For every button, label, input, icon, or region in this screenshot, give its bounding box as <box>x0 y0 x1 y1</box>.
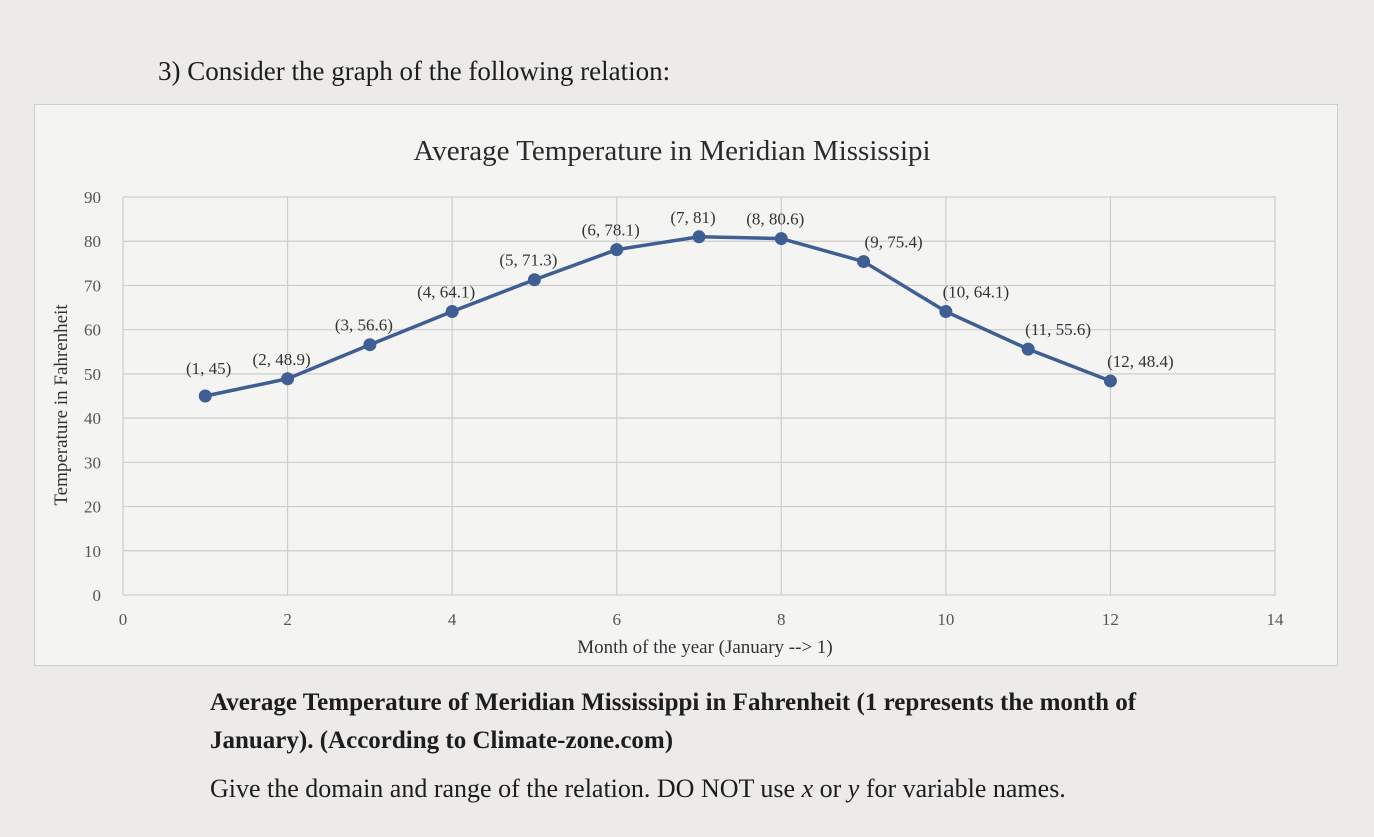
y-tick-label: 70 <box>84 276 101 295</box>
data-points <box>198 230 1117 403</box>
data-point <box>692 230 706 244</box>
data-point <box>857 255 871 269</box>
x-tick-label: 12 <box>1102 610 1119 629</box>
x-tick-label: 10 <box>937 610 954 629</box>
x-tick-label: 6 <box>612 610 621 629</box>
y-tick-label: 30 <box>84 453 101 472</box>
y-tick-label: 40 <box>84 409 101 428</box>
data-point <box>198 389 212 403</box>
temperature-chart: Average Temperature in Meridian Mississi… <box>51 135 1284 658</box>
chart-caption: Average Temperature of Meridian Mississi… <box>210 684 1270 760</box>
data-point <box>774 232 788 246</box>
y-tick-label: 60 <box>84 321 101 340</box>
data-point <box>281 372 295 386</box>
series-line <box>204 235 1112 398</box>
y-tick-label: 0 <box>93 586 102 605</box>
x-axis-ticks: 0 2 4 6 8 10 12 14 <box>119 610 1284 629</box>
data-label: (9, 75.4) <box>865 233 923 252</box>
x-tick-label: 4 <box>448 610 457 629</box>
instruction-variable-y: y <box>847 774 860 803</box>
y-axis-label: Temperature in Fahrenheit <box>51 304 72 506</box>
chart-title: Average Temperature in Meridian Mississi… <box>413 135 930 167</box>
data-label: (7, 81) <box>670 208 715 227</box>
chart-frame: Average Temperature in Meridian Mississi… <box>34 104 1338 666</box>
x-tick-label: 2 <box>283 610 292 629</box>
y-axis-ticks: 0 10 20 30 40 50 60 70 80 90 <box>84 188 101 605</box>
instruction-text: Give the domain and range of the relatio… <box>210 774 1066 804</box>
question-heading: 3) Consider the graph of the following r… <box>158 56 670 87</box>
y-tick-label: 10 <box>84 542 101 561</box>
data-label: (6, 78.1) <box>582 221 640 240</box>
instruction-variable-x: x <box>801 774 814 803</box>
data-point <box>1021 342 1035 356</box>
y-tick-label: 90 <box>84 188 101 207</box>
x-tick-label: 8 <box>777 610 786 629</box>
instruction-part-3: for variable names. <box>859 774 1066 803</box>
data-point <box>527 273 541 287</box>
data-point <box>363 338 377 352</box>
question-number: 3) <box>158 56 181 86</box>
data-point <box>610 243 624 257</box>
data-label: (3, 56.6) <box>335 316 393 335</box>
data-point <box>445 305 459 319</box>
x-tick-label: 0 <box>119 610 128 629</box>
data-label: (12, 48.4) <box>1107 352 1174 371</box>
instruction-part-2: or <box>813 774 848 803</box>
data-label: (11, 55.6) <box>1025 320 1091 339</box>
data-label: (1, 45) <box>186 359 231 378</box>
data-label: (5, 71.3) <box>499 251 557 270</box>
y-tick-label: 80 <box>84 232 101 251</box>
chart-grid <box>122 196 1276 596</box>
data-point <box>939 305 953 319</box>
data-label: (8, 80.6) <box>746 210 804 229</box>
instruction-part-1: Give the domain and range of the relatio… <box>210 774 802 803</box>
data-label: (2, 48.9) <box>253 350 311 369</box>
y-tick-label: 20 <box>84 498 101 517</box>
x-axis-label: Month of the year (January --> 1) <box>577 637 833 658</box>
caption-line-1: Average Temperature of Meridian Mississi… <box>210 689 1137 716</box>
y-tick-label: 50 <box>84 365 101 384</box>
data-point <box>1103 374 1117 388</box>
question-text: Consider the graph of the following rela… <box>187 56 671 86</box>
caption-line-2: January). (According to Climate-zone.com… <box>210 727 674 754</box>
data-label: (10, 64.1) <box>943 283 1010 302</box>
x-tick-label: 14 <box>1267 610 1285 629</box>
data-label: (4, 64.1) <box>417 283 475 302</box>
data-labels: (1, 45) (2, 48.9) (3, 56.6) (4, 64.1) (5, 71… <box>186 208 1174 378</box>
